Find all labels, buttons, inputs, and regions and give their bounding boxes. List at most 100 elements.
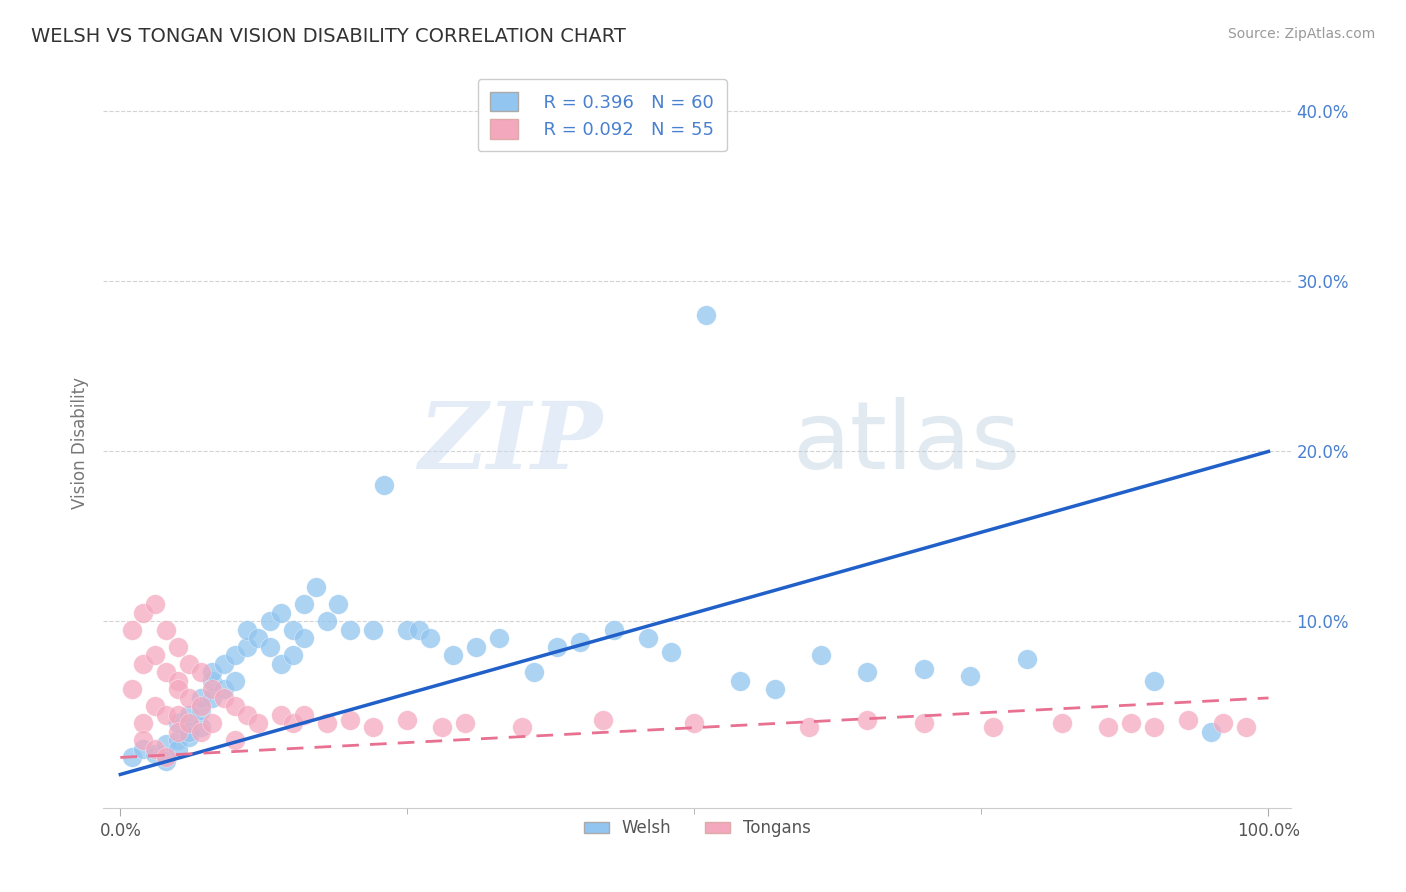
Point: [810, 648, 832, 663]
Point: [143, 742, 166, 756]
Point: [316, 716, 339, 731]
Point: [1050, 716, 1073, 731]
Point: [546, 640, 568, 654]
Point: [281, 716, 304, 731]
Point: [235, 708, 257, 723]
Point: [454, 716, 477, 731]
Point: [190, 665, 212, 680]
Point: [730, 673, 752, 688]
Point: [396, 623, 419, 637]
Point: [201, 716, 224, 731]
Point: [328, 598, 350, 612]
Point: [166, 725, 188, 739]
Point: [179, 690, 201, 705]
Point: [361, 623, 384, 637]
Point: [224, 673, 246, 688]
Point: [959, 669, 981, 683]
Point: [1119, 716, 1142, 731]
Point: [166, 673, 188, 688]
Point: [259, 615, 281, 629]
Point: [292, 708, 315, 723]
Point: [179, 730, 201, 744]
Point: [981, 720, 1004, 734]
Text: ZIP: ZIP: [418, 398, 602, 488]
Point: [281, 648, 304, 663]
Point: [132, 733, 155, 747]
Point: [292, 632, 315, 646]
Point: [201, 690, 224, 705]
Point: [441, 648, 464, 663]
Y-axis label: Vision Disability: Vision Disability: [72, 377, 89, 509]
Point: [201, 665, 224, 680]
Point: [190, 690, 212, 705]
Point: [683, 716, 706, 731]
Point: [523, 665, 546, 680]
Point: [166, 708, 188, 723]
Point: [270, 708, 292, 723]
Point: [637, 632, 659, 646]
Point: [132, 657, 155, 671]
Point: [143, 747, 166, 761]
Text: atlas: atlas: [793, 397, 1021, 489]
Point: [143, 598, 166, 612]
Point: [1143, 720, 1166, 734]
Point: [143, 699, 166, 714]
Point: [1017, 652, 1039, 666]
Point: [695, 309, 717, 323]
Point: [166, 716, 188, 731]
Point: [419, 632, 441, 646]
Point: [179, 708, 201, 723]
Point: [855, 665, 877, 680]
Point: [270, 657, 292, 671]
Point: [1177, 713, 1199, 727]
Point: [568, 635, 591, 649]
Point: [179, 657, 201, 671]
Legend: Welsh, Tongans: Welsh, Tongans: [576, 813, 818, 844]
Point: [912, 662, 935, 676]
Point: [155, 750, 177, 764]
Point: [855, 713, 877, 727]
Point: [281, 623, 304, 637]
Point: [1143, 673, 1166, 688]
Point: [201, 682, 224, 697]
Point: [510, 720, 533, 734]
Point: [121, 750, 143, 764]
Point: [316, 615, 339, 629]
Point: [201, 673, 224, 688]
Point: [763, 682, 786, 697]
Text: Source: ZipAtlas.com: Source: ZipAtlas.com: [1227, 27, 1375, 41]
Point: [155, 623, 177, 637]
Point: [592, 713, 614, 727]
Point: [155, 665, 177, 680]
Point: [270, 606, 292, 620]
Point: [488, 632, 510, 646]
Point: [132, 742, 155, 756]
Point: [132, 606, 155, 620]
Point: [212, 657, 235, 671]
Point: [179, 716, 201, 731]
Point: [408, 623, 430, 637]
Point: [304, 581, 326, 595]
Point: [430, 720, 453, 734]
Point: [190, 720, 212, 734]
Point: [224, 699, 246, 714]
Point: [396, 713, 419, 727]
Point: [143, 648, 166, 663]
Point: [212, 690, 235, 705]
Text: WELSH VS TONGAN VISION DISABILITY CORRELATION CHART: WELSH VS TONGAN VISION DISABILITY CORREL…: [31, 27, 626, 45]
Point: [121, 623, 143, 637]
Point: [465, 640, 488, 654]
Point: [190, 725, 212, 739]
Point: [339, 713, 361, 727]
Point: [235, 640, 257, 654]
Point: [259, 640, 281, 654]
Point: [166, 733, 188, 747]
Point: [224, 648, 246, 663]
Point: [179, 725, 201, 739]
Point: [339, 623, 361, 637]
Point: [155, 737, 177, 751]
Point: [235, 623, 257, 637]
Point: [292, 598, 315, 612]
Point: [155, 708, 177, 723]
Point: [661, 645, 683, 659]
